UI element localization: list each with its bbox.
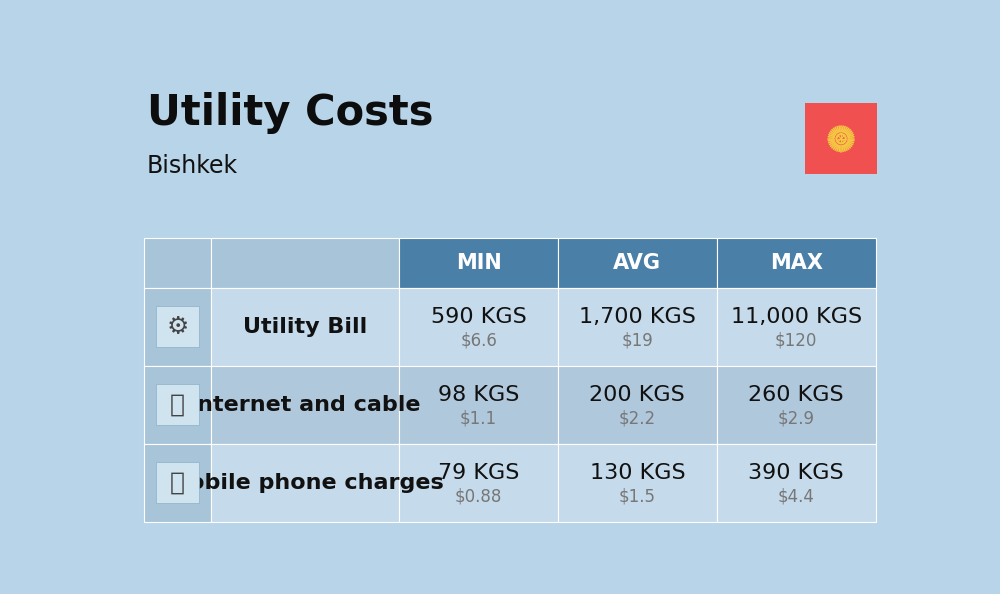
Bar [144, 366, 211, 444]
Bar [211, 238, 399, 287]
Bar [558, 366, 717, 444]
Text: 98 KGS: 98 KGS [438, 386, 519, 405]
Bar [144, 287, 211, 366]
Text: 11,000 KGS: 11,000 KGS [731, 307, 862, 327]
Text: 📱: 📱 [170, 471, 185, 495]
Text: ⚙: ⚙ [166, 315, 189, 339]
Text: Utility Costs: Utility Costs [147, 92, 433, 134]
Text: $2.9: $2.9 [778, 410, 815, 428]
Text: 590 KGS: 590 KGS [431, 307, 526, 327]
Bar [558, 238, 717, 287]
Bar [558, 444, 717, 522]
Bar [156, 306, 199, 347]
Bar [717, 366, 876, 444]
Text: 260 KGS: 260 KGS [748, 386, 844, 405]
Bar [156, 384, 199, 425]
Bar [805, 103, 877, 174]
Ellipse shape [835, 133, 847, 144]
Text: $2.2: $2.2 [619, 410, 656, 428]
Text: MIN: MIN [456, 253, 501, 273]
Bar [399, 366, 558, 444]
Text: $1.1: $1.1 [460, 410, 497, 428]
Text: Internet and cable: Internet and cable [189, 394, 421, 415]
Text: 1,700 KGS: 1,700 KGS [579, 307, 696, 327]
Text: AVG: AVG [613, 253, 661, 273]
Text: $19: $19 [621, 331, 653, 350]
Text: 200 KGS: 200 KGS [589, 386, 685, 405]
Bar [717, 238, 876, 287]
Text: 130 KGS: 130 KGS [590, 463, 685, 484]
Text: 79 KGS: 79 KGS [438, 463, 519, 484]
Text: $0.88: $0.88 [455, 488, 502, 506]
Bar [144, 238, 211, 287]
Bar [144, 444, 211, 522]
Bar [399, 238, 558, 287]
Text: Bishkek: Bishkek [147, 154, 238, 178]
Bar [399, 444, 558, 522]
Text: $1.5: $1.5 [619, 488, 656, 506]
Bar [399, 287, 558, 366]
Text: 📶: 📶 [170, 393, 185, 417]
Ellipse shape [838, 135, 845, 143]
Bar [211, 366, 399, 444]
Text: $4.4: $4.4 [778, 488, 815, 506]
Bar [211, 444, 399, 522]
Text: MAX: MAX [770, 253, 823, 273]
Text: $120: $120 [775, 331, 817, 350]
Bar [717, 287, 876, 366]
Bar [156, 462, 199, 503]
Text: $6.6: $6.6 [460, 331, 497, 350]
Bar [558, 287, 717, 366]
Text: Mobile phone charges: Mobile phone charges [167, 473, 443, 493]
Text: Utility Bill: Utility Bill [243, 317, 367, 337]
Bar [717, 444, 876, 522]
Bar [211, 287, 399, 366]
Text: 390 KGS: 390 KGS [748, 463, 844, 484]
